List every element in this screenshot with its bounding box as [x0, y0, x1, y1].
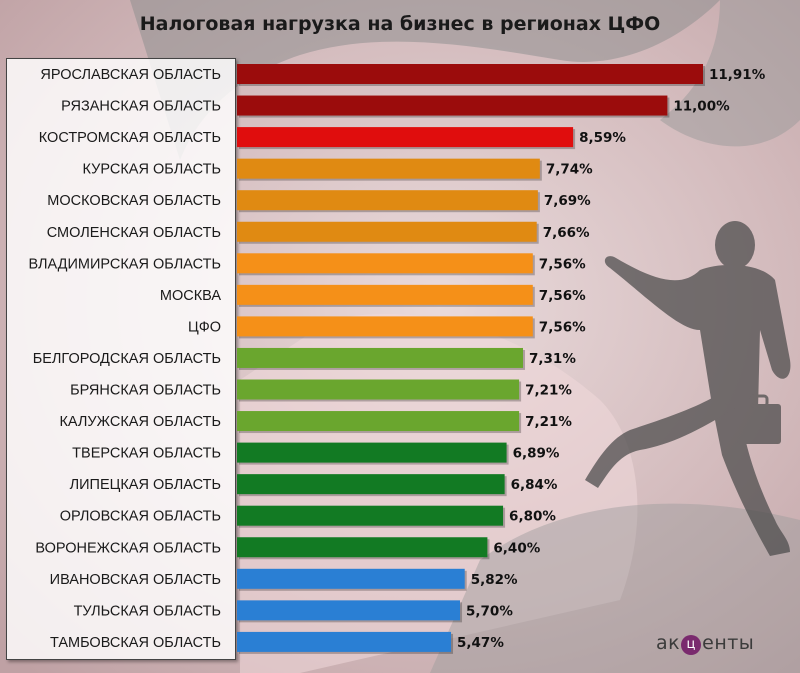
value-label: 7,21%: [525, 414, 572, 430]
value-label: 8,59%: [579, 130, 626, 146]
bar: [237, 474, 505, 495]
category-label: КАЛУЖСКАЯ ОБЛАСТЬ: [59, 414, 221, 430]
value-label: 7,74%: [546, 162, 593, 178]
value-label: 7,21%: [525, 383, 572, 399]
bar: [237, 600, 461, 621]
category-label: БЕЛГОРОДСКАЯ ОБЛАСТЬ: [33, 351, 221, 367]
category-label: МОСКОВСКАЯ ОБЛАСТЬ: [47, 193, 221, 209]
category-label: КОСТРОМСКАЯ ОБЛАСТЬ: [39, 130, 221, 146]
brand-text-end: енты: [702, 632, 755, 654]
category-label: БРЯНСКАЯ ОБЛАСТЬ: [70, 383, 221, 399]
bar: [237, 158, 540, 179]
businessman-icon: [585, 221, 791, 556]
value-label: 7,56%: [539, 288, 586, 304]
value-label: 6,89%: [513, 446, 560, 462]
category-label: ТУЛЬСКАЯ ОБЛАСТЬ: [74, 603, 221, 619]
category-label: ОРЛОВСКАЯ ОБЛАСТЬ: [60, 509, 221, 525]
bar: [237, 505, 504, 526]
value-label: 7,56%: [539, 319, 586, 335]
category-label-panel: [6, 58, 236, 660]
value-label: 11,91%: [709, 67, 766, 83]
value-label: 6,40%: [493, 540, 540, 556]
bar: [237, 347, 524, 368]
bar: [237, 284, 533, 305]
bar: [237, 190, 538, 211]
category-label: МОСКВА: [160, 288, 221, 304]
value-label: 7,56%: [539, 256, 586, 272]
bar: [237, 442, 507, 463]
value-label: 7,31%: [529, 351, 576, 367]
bar: [237, 537, 488, 558]
value-label: 5,47%: [457, 635, 504, 651]
brand-text-mid: ц: [681, 635, 702, 655]
category-label: ИВАНОВСКАЯ ОБЛАСТЬ: [50, 572, 221, 588]
category-label: ЛИПЕЦКАЯ ОБЛАСТЬ: [70, 477, 221, 493]
category-label: ВОРОНЕЖСКАЯ ОБЛАСТЬ: [35, 540, 221, 556]
bar: [237, 127, 574, 148]
value-label: 6,84%: [511, 477, 558, 493]
category-label: КУРСКАЯ ОБЛАСТЬ: [83, 162, 221, 178]
bar: [237, 631, 452, 652]
bar: [237, 411, 520, 432]
category-label: ВЛАДИМИРСКАЯ ОБЛАСТЬ: [28, 256, 221, 272]
value-label: 5,82%: [471, 572, 518, 588]
category-label: ТВЕРСКАЯ ОБЛАСТЬ: [72, 446, 221, 462]
value-label: 5,70%: [466, 603, 513, 619]
chart-title: Налоговая нагрузка на бизнес в регионах …: [139, 13, 661, 35]
category-label: ЦФО: [188, 319, 221, 335]
category-label: ТАМБОВСКАЯ ОБЛАСТЬ: [50, 635, 221, 651]
brand-logo: ак ц енты: [656, 632, 754, 655]
bar: [237, 221, 537, 242]
bar: [237, 95, 668, 116]
value-label: 11,00%: [673, 99, 730, 115]
value-label: 7,69%: [544, 193, 591, 209]
category-label: ЯРОСЛАВСКАЯ ОБЛАСТЬ: [40, 67, 221, 83]
brand-text-start: ак: [656, 632, 681, 654]
bar: [237, 568, 465, 589]
value-label: 7,66%: [543, 225, 590, 241]
category-label: СМОЛЕНСКАЯ ОБЛАСТЬ: [47, 225, 221, 241]
bar: [237, 253, 533, 274]
value-label: 6,80%: [509, 509, 556, 525]
bar: [237, 316, 533, 337]
category-label: РЯЗАНСКАЯ ОБЛАСТЬ: [61, 99, 221, 115]
bar: [237, 379, 520, 400]
bar: [237, 64, 703, 84]
